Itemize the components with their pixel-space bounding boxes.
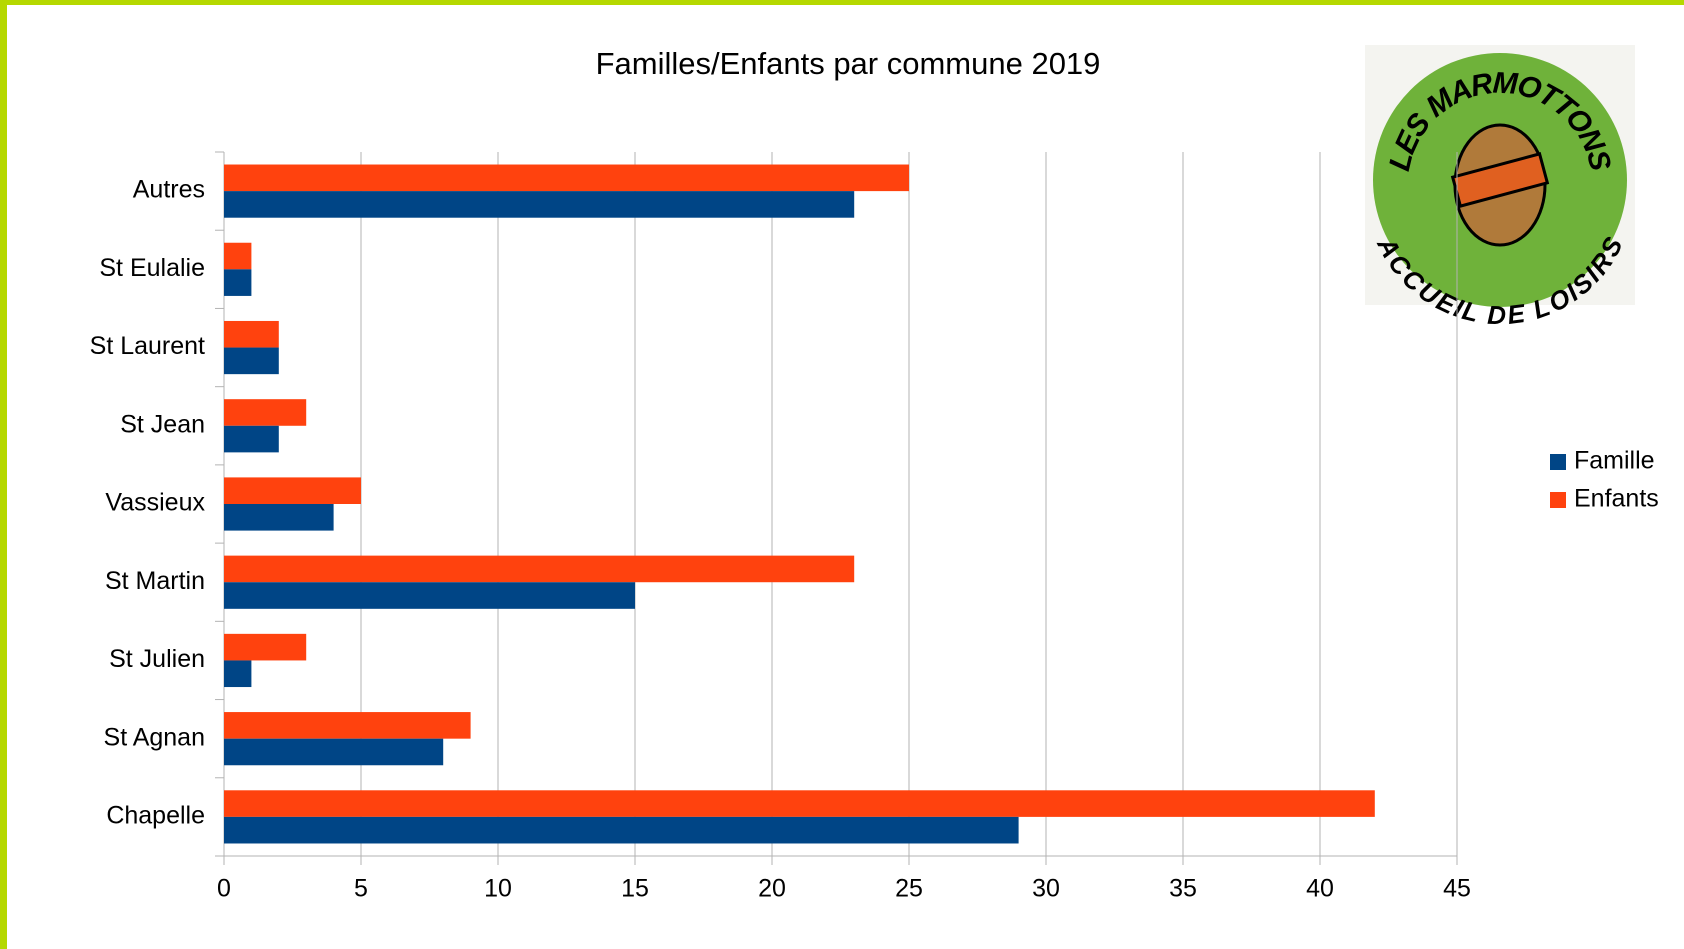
- x-tick-label: 35: [1169, 875, 1197, 903]
- bar: [224, 348, 279, 375]
- bar: [224, 790, 1375, 817]
- y-tick-label: St Martin: [105, 567, 205, 595]
- bar: [224, 634, 306, 661]
- chart-title: Familles/Enfants par commune 2019: [596, 46, 1101, 81]
- bar: [224, 582, 635, 609]
- bar: [224, 712, 471, 739]
- x-tick-label: 25: [895, 875, 923, 903]
- y-tick-label: St Eulalie: [99, 254, 205, 282]
- bar: [224, 269, 251, 296]
- x-tick-label: 40: [1306, 875, 1334, 903]
- y-tick-label: St Agnan: [104, 723, 205, 751]
- bar: [224, 817, 1019, 844]
- x-tick-label: 20: [758, 875, 786, 903]
- bar: [224, 739, 443, 766]
- bar: [224, 165, 909, 192]
- y-tick-label: St Jean: [120, 410, 205, 438]
- x-tick-label: 45: [1443, 875, 1471, 903]
- x-tick-label: 10: [484, 875, 512, 903]
- y-tick-label: St Laurent: [90, 332, 205, 360]
- bar: [224, 477, 361, 504]
- bar: [224, 504, 334, 531]
- chart: Familles/Enfants par commune 2019 LES MA…: [0, 0, 1684, 949]
- bar: [224, 426, 279, 453]
- bar: [224, 243, 251, 270]
- logo: LES MARMOTTONS ACCUEIL DE LOISIRS: [1365, 45, 1635, 330]
- bar: [224, 399, 306, 426]
- frame-top: [0, 0, 1684, 5]
- x-tick-label: 0: [217, 875, 231, 903]
- y-tick-label: Vassieux: [105, 489, 205, 517]
- bar: [224, 660, 251, 687]
- x-tick-label: 15: [621, 875, 649, 903]
- y-tick-label: St Julien: [109, 645, 205, 673]
- x-tick-label: 30: [1032, 875, 1060, 903]
- bar: [224, 556, 854, 583]
- y-tick-label: Autres: [133, 176, 205, 204]
- bar: [224, 321, 279, 348]
- legend-swatch: [1550, 454, 1566, 470]
- bar: [224, 191, 854, 218]
- legend-label: Enfants: [1574, 485, 1659, 513]
- y-tick-label: Chapelle: [106, 801, 205, 829]
- frame-left: [0, 0, 7, 949]
- x-tick-label: 5: [354, 875, 368, 903]
- legend-swatch: [1550, 492, 1566, 508]
- legend-label: Famille: [1574, 447, 1655, 475]
